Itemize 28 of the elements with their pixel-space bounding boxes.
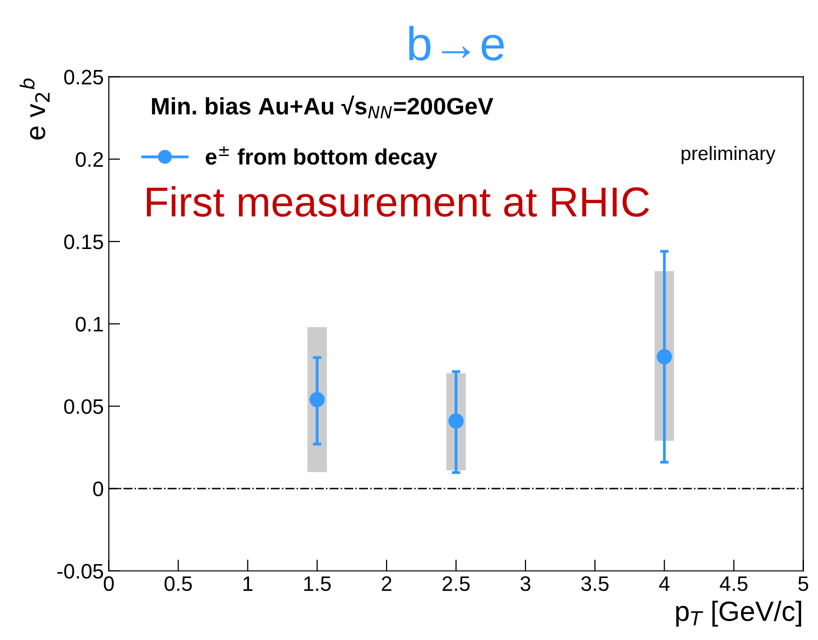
chart-title: b→e (409, 26, 504, 61)
y-tick-label: 0.05 (64, 399, 104, 414)
y-tick-label: 0 (93, 482, 104, 496)
y-tick-label: 0.2 (76, 152, 103, 167)
x-tick-label: 5 (798, 576, 808, 592)
point (448, 413, 464, 429)
annotation: First measurement at RHIC (146, 186, 649, 217)
annotation: Min. bias Au+Au √s$_{NN}$=200GeV (152, 96, 494, 118)
y-tick-label: 0.1 (76, 316, 103, 332)
x-tick-label: 3 (520, 576, 530, 592)
x-tick-label: 0 (104, 576, 114, 592)
x-tick-label: 1 (243, 576, 252, 591)
y-tick-label: 0.15 (64, 234, 104, 250)
x-tick-label: 4.5 (720, 576, 748, 592)
annotation: preliminary (682, 146, 776, 164)
y-axis-title: e v$_{2}$$^{b}$ (20, 78, 50, 140)
x-tick-label: 4 (659, 576, 670, 591)
point (656, 349, 672, 364)
x-tick-label: 0.5 (164, 576, 192, 592)
x-tick-label: 3.5 (581, 576, 609, 592)
x-axis-title: p$_{T}$ [GeV/c] (676, 600, 802, 627)
y-tick-label: 0.25 (64, 70, 104, 85)
x-tick-label: 2 (382, 576, 392, 591)
legend-label: e$^{±}$ from bottom decay (206, 146, 438, 170)
point (310, 392, 325, 408)
y-tick-label: -0.05 (57, 564, 104, 579)
x-tick-label: 1.5 (304, 576, 331, 592)
x-tick-label: 2.5 (442, 576, 470, 592)
